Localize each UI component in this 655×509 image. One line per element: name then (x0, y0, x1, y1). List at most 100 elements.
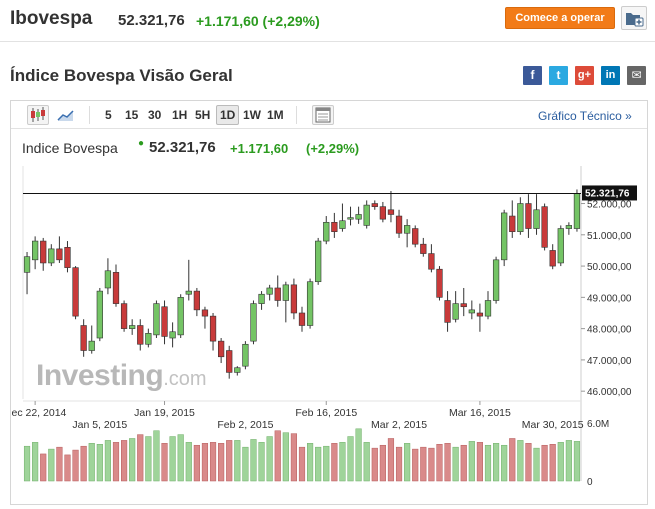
volume-bar (96, 444, 103, 482)
candle-body (565, 225, 572, 229)
x-tick-label: Jan 5, 2015 (72, 419, 127, 431)
volume-bar (242, 446, 249, 482)
candle-body (31, 240, 39, 261)
data-table-icon (315, 107, 331, 123)
volume-bar (549, 444, 556, 482)
candle-body (355, 214, 362, 220)
candle-body (274, 287, 281, 301)
candle-body (387, 209, 395, 215)
timeframe-1m[interactable]: 1M (267, 108, 284, 122)
candle-body (501, 212, 508, 261)
candle-body (226, 350, 233, 373)
candle-body (129, 325, 136, 329)
chart-price: 52.321,76 (149, 139, 216, 156)
candle-body (88, 340, 95, 351)
area-chart-icon (57, 110, 74, 121)
linkedin-icon[interactable]: in (601, 66, 620, 85)
mail-icon[interactable]: ✉ (627, 66, 646, 85)
candle-body (266, 287, 273, 295)
data-table-button[interactable] (312, 105, 334, 125)
candle-body (492, 259, 500, 301)
volume-bar (104, 440, 111, 482)
volume-bar (282, 432, 289, 482)
candlestick-chart[interactable]: 52.000,00 51.000,00 50.000,00 49.000,00 48.0… (11, 101, 647, 504)
twitter-icon[interactable]: t (549, 66, 568, 85)
volume-bar (250, 439, 257, 482)
volume-bar (387, 438, 395, 482)
candle-body (476, 312, 484, 317)
volume-bar (48, 448, 55, 482)
volume-bar (493, 443, 500, 482)
volume-bar (218, 443, 225, 482)
start-trading-button[interactable]: Comece a operar (505, 7, 615, 29)
y-tick-label: 50.000,00 (587, 262, 632, 273)
volume-bar (557, 442, 564, 482)
candle-body (420, 243, 427, 254)
timeframe-1d[interactable]: 1D (216, 105, 240, 125)
volume-bar (565, 440, 572, 482)
instrument-name: Ibovespa (10, 8, 93, 29)
volume-bar (468, 441, 475, 482)
timeframe-1h[interactable]: 1H (172, 108, 188, 122)
candlestick-chart-button[interactable] (27, 105, 49, 125)
candle-body (112, 272, 120, 304)
candle-body (153, 303, 160, 336)
live-indicator-icon: ● (138, 138, 145, 149)
candle-body (452, 303, 459, 320)
candle-body (64, 247, 71, 268)
candle-body (258, 293, 265, 304)
chart-quote-row: Indice Bovespa ● 52.321,76 +1.171,60 (+2… (11, 138, 647, 158)
volume-bar (331, 443, 338, 482)
volume-bar (23, 445, 31, 482)
x-tick-label: Mar 2, 2015 (371, 419, 427, 431)
x-tick-label: Mar 16, 2015 (449, 407, 511, 419)
candle-body (145, 333, 152, 345)
volume-bar (412, 448, 419, 482)
candle-body (56, 248, 63, 261)
google-plus-icon[interactable]: g+ (575, 66, 594, 85)
timeframe-30[interactable]: 30 (148, 108, 162, 122)
volume-bar (201, 443, 209, 482)
candle-body (120, 303, 128, 329)
y-tick-label: 52.000,00 (587, 200, 632, 211)
volume-bar (80, 445, 87, 482)
candle-body (282, 284, 289, 301)
y-tick-label: 51.000,00 (587, 231, 632, 242)
volume-bar (112, 442, 120, 482)
volume-bar (145, 436, 152, 482)
candle-body (201, 309, 209, 317)
volume-bar (161, 443, 168, 482)
candle-body (403, 225, 411, 234)
timeframe-1w[interactable]: 1W (243, 108, 261, 122)
volume-bar (501, 444, 508, 482)
candle-body (468, 309, 475, 314)
candle-body (339, 220, 346, 229)
technical-chart-link[interactable]: Gráfico Técnico » (538, 109, 632, 123)
candle-body (177, 297, 184, 336)
candle-body (96, 290, 103, 339)
candle-body (549, 250, 556, 267)
volume-bar (339, 442, 346, 482)
volume-bar (193, 444, 200, 482)
volume-bar (444, 443, 451, 482)
volume-bar (258, 442, 265, 482)
candle-body (323, 221, 330, 242)
candle-body (444, 300, 451, 323)
candle-body (234, 367, 241, 373)
timeframe-5h[interactable]: 5H (195, 108, 211, 122)
candle-body (533, 209, 540, 229)
candle-body (290, 284, 298, 314)
candle-body (517, 203, 524, 232)
area-chart-button[interactable] (55, 105, 77, 125)
y-tick-label: 46.000,00 (587, 387, 632, 398)
volume-bar (315, 446, 322, 482)
candle-body (412, 228, 419, 245)
volume-bar (484, 444, 492, 482)
facebook-icon[interactable]: f (523, 66, 542, 85)
timeframe-15[interactable]: 15 (125, 108, 139, 122)
timeframe-5[interactable]: 5 (105, 108, 112, 122)
candle-body (525, 203, 532, 229)
volume-bar (234, 440, 241, 482)
add-to-portfolio-button[interactable] (621, 6, 647, 30)
candle-body (250, 303, 257, 342)
